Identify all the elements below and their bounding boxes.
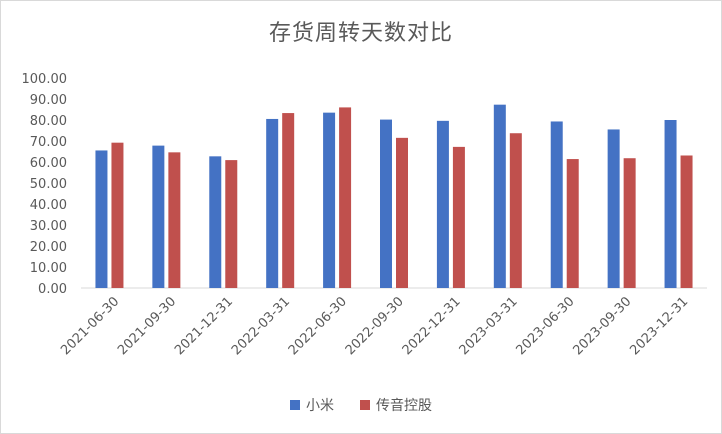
- y-tick-label: 60.00: [30, 156, 67, 171]
- y-tick-label: 70.00: [30, 135, 67, 150]
- bar-series-0: [664, 120, 677, 288]
- x-tick-label: 2021-09-30: [115, 294, 179, 358]
- legend-swatch-series-1: [360, 400, 370, 410]
- y-tick-label: 50.00: [30, 177, 67, 192]
- y-tick-label: 100.00: [22, 72, 68, 87]
- legend-item-series-0: 小米: [290, 395, 334, 415]
- bar-series-1: [282, 113, 295, 288]
- legend-swatch-series-0: [290, 400, 300, 410]
- bar-series-0: [266, 118, 279, 288]
- y-tick-label: 40.00: [30, 198, 67, 213]
- legend-item-series-1: 传音控股: [360, 395, 432, 415]
- y-tick-label: 30.00: [30, 219, 67, 234]
- bar-series-1: [623, 158, 636, 288]
- y-tick-label: 10.00: [30, 261, 67, 276]
- x-tick-label: 2021-12-31: [172, 294, 236, 358]
- x-tick-label: 2023-12-31: [627, 294, 691, 358]
- legend-label-series-0: 小米: [306, 398, 334, 414]
- bar-series-0: [436, 120, 449, 288]
- x-tick-label: 2023-03-31: [457, 294, 521, 358]
- bar-series-0: [152, 145, 165, 288]
- x-tick-label: 2021-06-30: [58, 294, 122, 358]
- x-tick-label: 2023-06-30: [514, 294, 578, 358]
- bar-series-1: [396, 137, 408, 288]
- x-tick-label: 2022-12-31: [400, 294, 464, 358]
- bar-series-0: [323, 112, 336, 289]
- bar-series-0: [550, 121, 563, 288]
- y-tick-label: 0.00: [38, 282, 67, 297]
- bar-series-1: [168, 152, 181, 288]
- bar-series-0: [607, 129, 620, 288]
- legend: 小米 传音控股: [1, 393, 721, 417]
- y-tick-label: 80.00: [30, 114, 67, 129]
- x-tick-label: 2023-09-30: [570, 294, 634, 358]
- bar-series-1: [566, 159, 579, 288]
- bar-series-0: [493, 104, 506, 288]
- bar-series-1: [111, 142, 124, 288]
- x-tick-label: 2022-06-30: [286, 294, 350, 358]
- bar-series-0: [95, 150, 108, 288]
- y-tick-label: 20.00: [30, 240, 67, 255]
- bar-series-0: [380, 119, 392, 288]
- bar-series-1: [339, 107, 352, 289]
- bar-series-1: [452, 146, 465, 288]
- x-tick-label: 2022-09-30: [343, 294, 407, 358]
- chart-title: 存货周转天数对比: [268, 21, 453, 46]
- y-tick-label: 90.00: [30, 93, 67, 108]
- bar-series-0: [209, 156, 222, 288]
- bar-series-1: [509, 133, 522, 288]
- bar-series-1: [680, 155, 693, 288]
- bar-series-1: [225, 160, 238, 288]
- legend-label-series-1: 传音控股: [376, 398, 432, 414]
- x-tick-label: 2022-03-31: [229, 294, 293, 358]
